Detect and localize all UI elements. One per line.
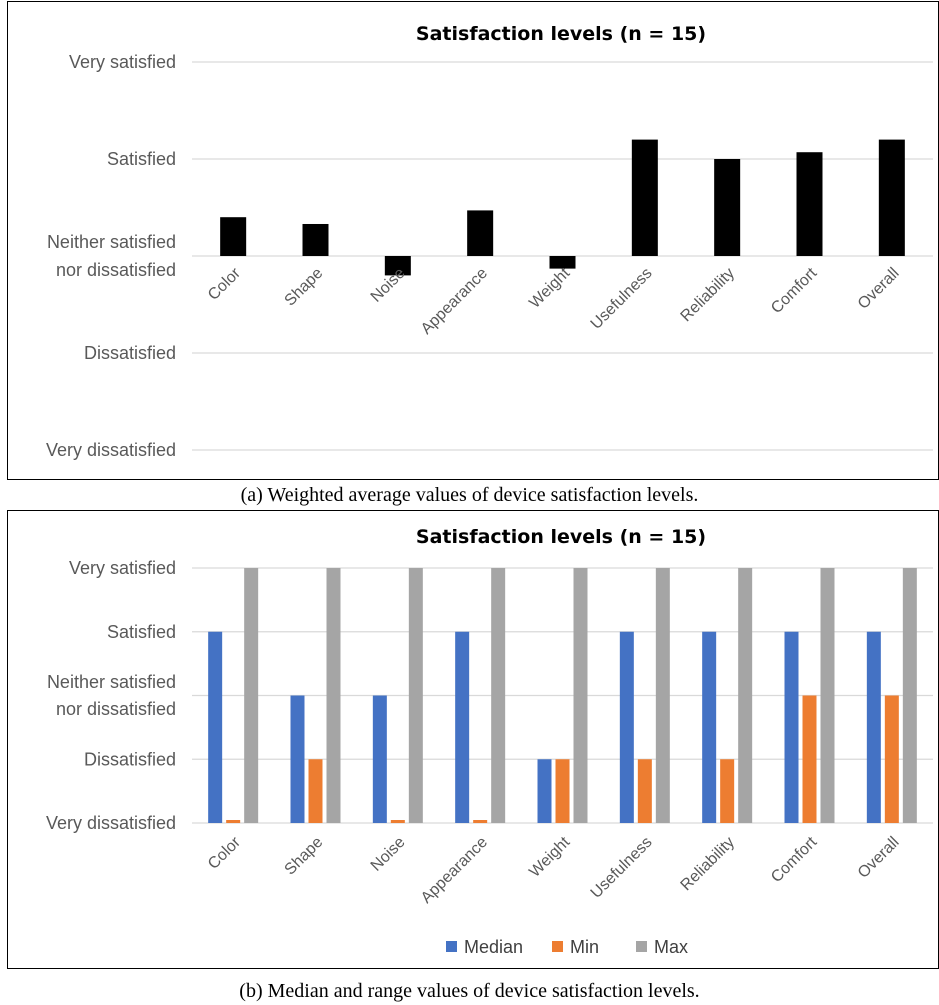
y-tick-label: Dissatisfied [84, 343, 176, 363]
bar [714, 159, 741, 256]
bar-max [738, 568, 753, 823]
bar-max [902, 568, 917, 823]
bar-min [226, 820, 241, 823]
caption-b: (b) Median and range values of device sa… [239, 980, 700, 1002]
bar-max [573, 568, 588, 823]
legend-swatch-min [552, 941, 563, 952]
bar-median [290, 695, 305, 823]
y-tick-label: nor dissatisfied [56, 699, 176, 719]
bar [878, 139, 905, 256]
y-tick-label: Very satisfied [69, 52, 176, 72]
x-tick-label: Weight [526, 833, 573, 880]
chart-panel-a: Satisfaction levels (n = 15) Very dissati… [7, 1, 939, 480]
bar-min [473, 820, 488, 823]
bar-min [555, 759, 570, 823]
bar-max [820, 568, 835, 823]
bar-median [866, 631, 881, 823]
chart-a-svg: Satisfaction levels (n = 15) Very dissati… [46, 23, 933, 460]
bar-max [491, 568, 506, 823]
x-tick-label: Reliability [678, 265, 738, 325]
y-tick-label: Satisfied [107, 622, 176, 642]
x-tick-label: Comfort [768, 264, 821, 317]
bar-median [702, 631, 717, 823]
x-tick-label: Shape [282, 834, 327, 879]
bar-median [537, 759, 552, 823]
x-tick-label: Usefulness [588, 834, 656, 902]
legend-label-median: Median [464, 937, 523, 957]
bar-median [455, 631, 470, 823]
x-tick-label: Appearance [418, 265, 491, 338]
bar-median [619, 631, 634, 823]
y-tick-label: Very dissatisfied [46, 440, 176, 460]
bar-max [244, 568, 259, 823]
bar [549, 256, 576, 269]
bar-median [784, 631, 799, 823]
bar [796, 152, 823, 256]
x-tick-label: Weight [526, 264, 573, 311]
x-tick-label: Color [205, 833, 245, 873]
x-tick-label: Overall [855, 265, 903, 313]
y-tick-label: Neither satisfied [47, 672, 176, 692]
bar-min [884, 695, 899, 823]
bar-max [326, 568, 341, 823]
x-tick-label: Usefulness [588, 265, 656, 333]
chart-b-svg: Satisfaction levels (n = 15) Very dissati… [46, 526, 933, 957]
x-tick-label: Reliability [678, 834, 738, 894]
bar-min [637, 759, 652, 823]
bar [467, 210, 494, 256]
legend-swatch-median [446, 941, 457, 952]
x-tick-label: Noise [368, 834, 409, 875]
legend-swatch-max [636, 941, 647, 952]
x-tick-label: Appearance [418, 834, 491, 907]
x-tick-label: Overall [855, 834, 903, 882]
bar [220, 217, 247, 256]
y-tick-label: Very satisfied [69, 558, 176, 578]
bar-max [655, 568, 670, 823]
y-tick-label: Satisfied [107, 149, 176, 169]
y-tick-label: Very dissatisfied [46, 813, 176, 833]
bar-min [390, 820, 405, 823]
chart-title: Satisfaction levels (n = 15) [416, 23, 706, 45]
y-tick-label: nor dissatisfied [56, 260, 176, 280]
x-tick-label: Color [205, 264, 245, 304]
bar-min [720, 759, 735, 823]
x-tick-label: Comfort [768, 833, 821, 886]
caption-a: (a) Weighted average values of device sa… [240, 484, 699, 506]
x-tick-label: Shape [282, 265, 327, 310]
chart-title: Satisfaction levels (n = 15) [416, 526, 706, 548]
bar-max [408, 568, 423, 823]
bar [631, 139, 658, 256]
y-tick-label: Dissatisfied [84, 749, 176, 769]
bar [302, 223, 329, 256]
legend-label-min: Min [570, 937, 599, 957]
y-tick-label: Neither satisfied [47, 232, 176, 252]
bar-min [802, 695, 817, 823]
bar-min [308, 759, 323, 823]
bar-median [208, 631, 223, 823]
legend-label-max: Max [654, 937, 688, 957]
bar-median [372, 695, 387, 823]
chart-panel-b: Satisfaction levels (n = 15) Very dissati… [7, 510, 939, 969]
bar [384, 256, 411, 276]
